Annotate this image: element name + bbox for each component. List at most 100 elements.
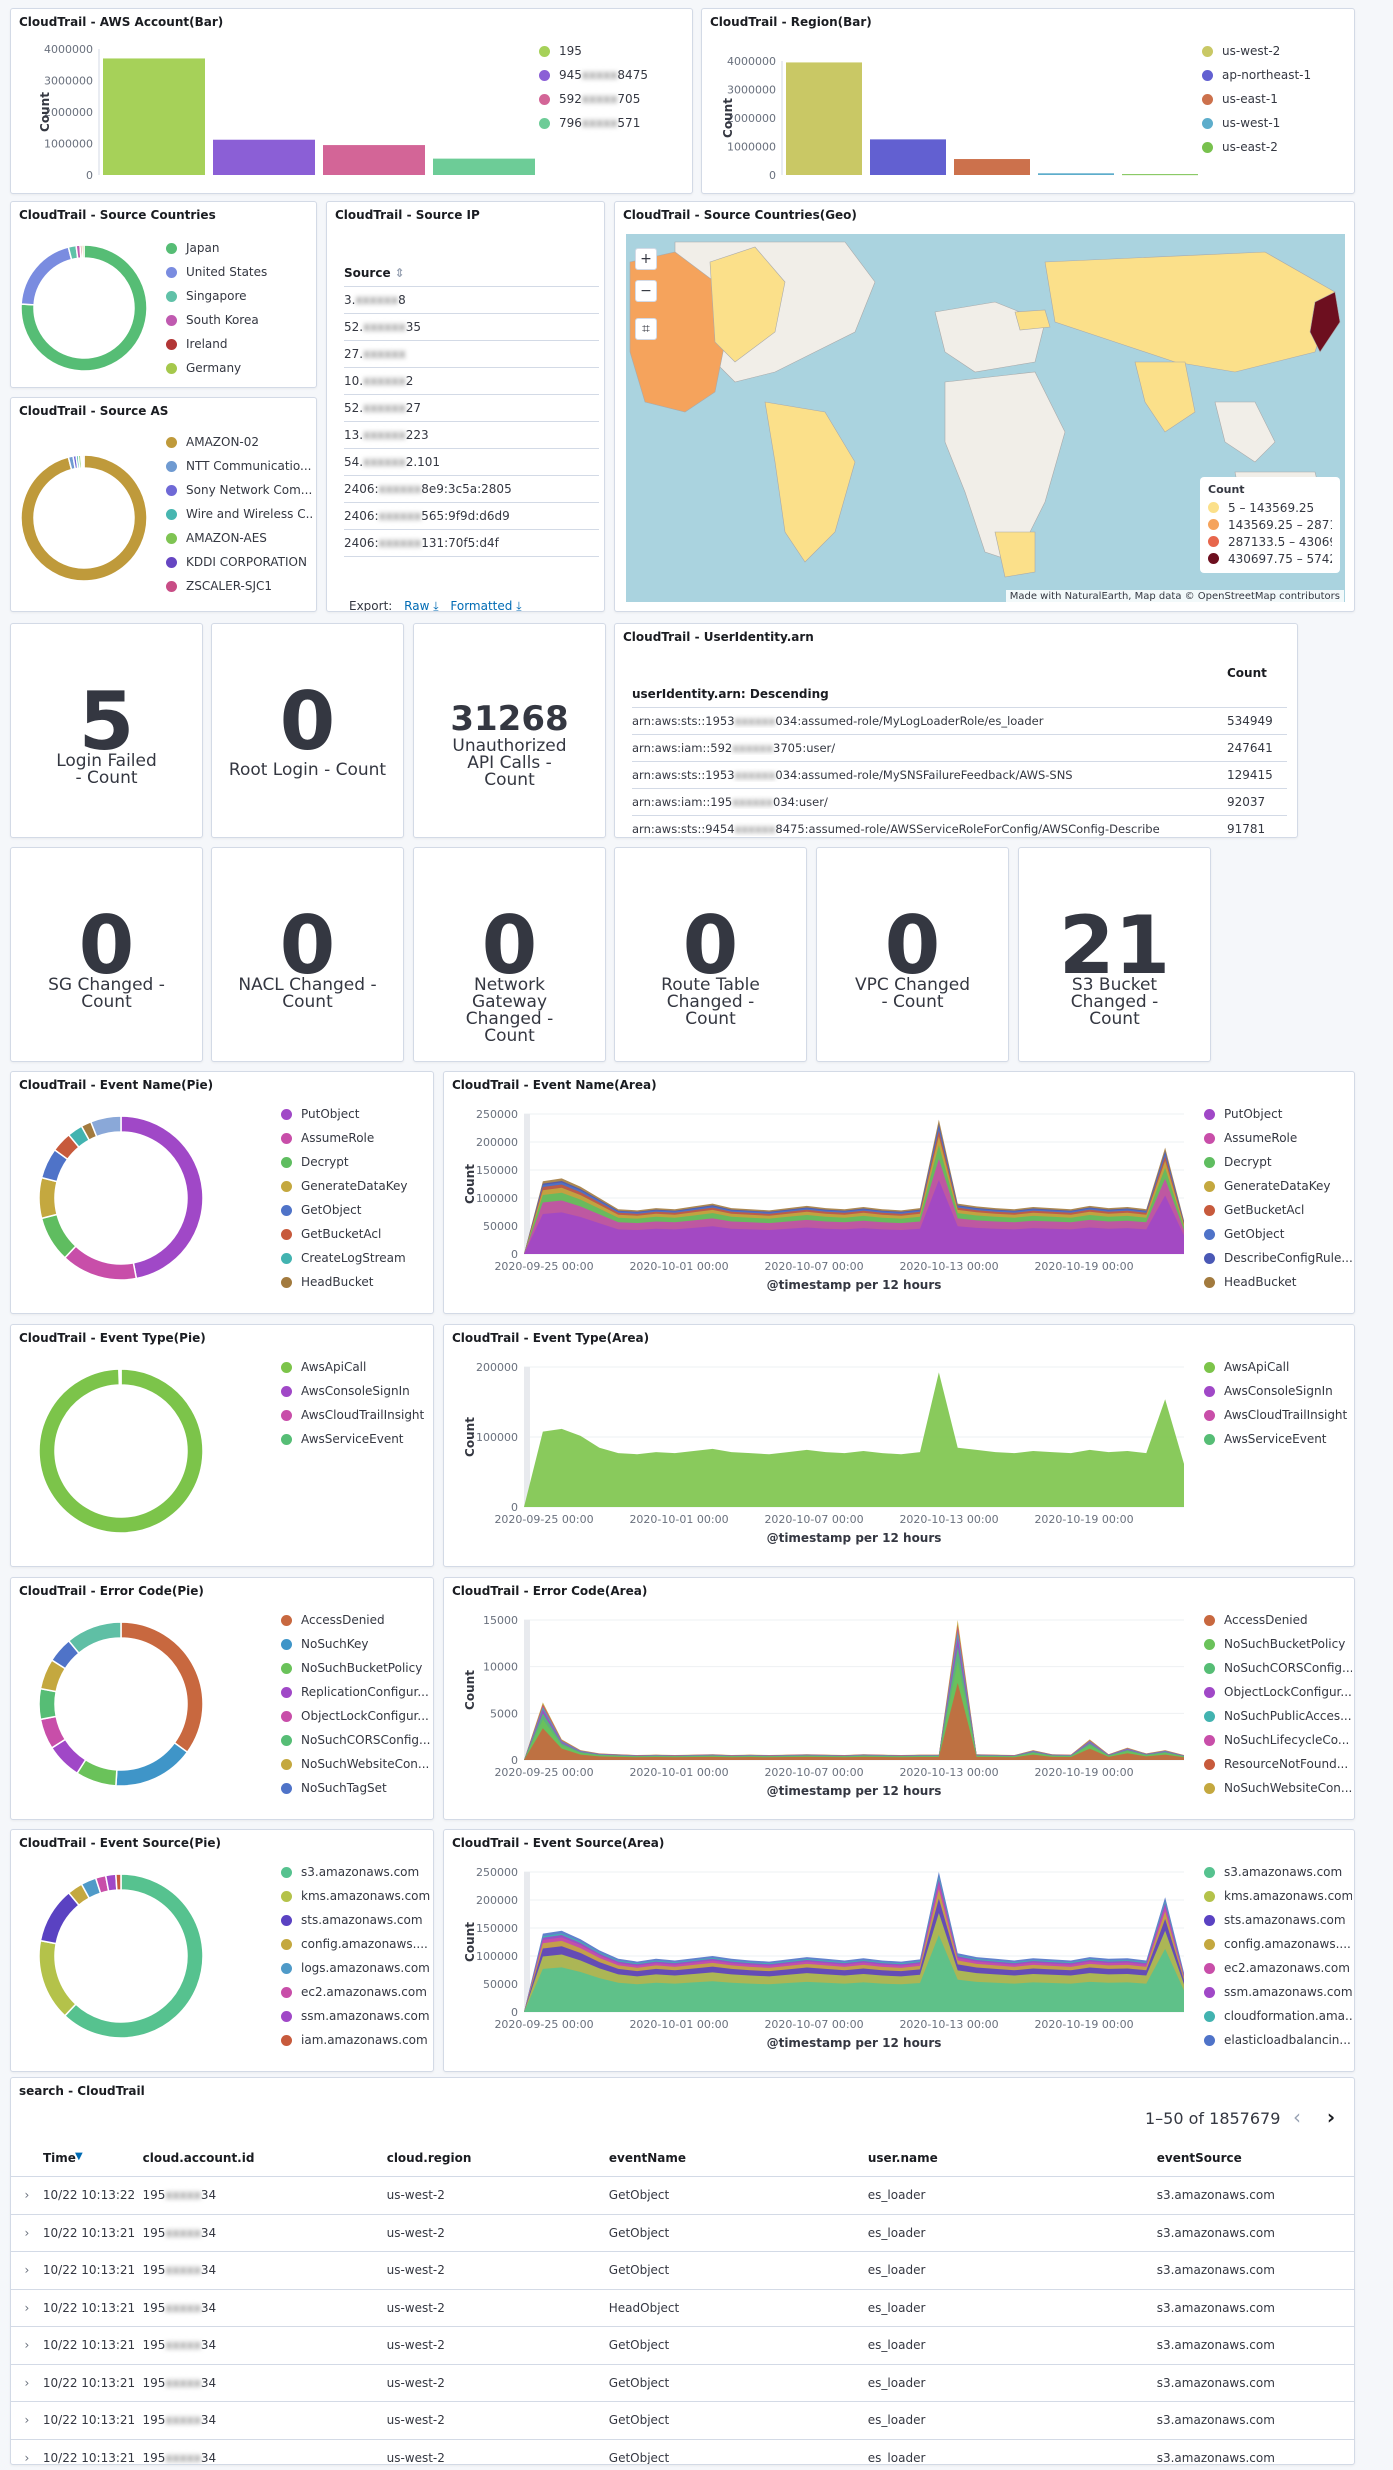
legend-item[interactable]: GetObject (281, 1198, 431, 1222)
table-row[interactable]: 2406: xxxxxx 131:70f5:d4f (344, 530, 599, 557)
legend-item[interactable]: config.amazonaws.... (1204, 1932, 1352, 1956)
legend-item[interactable]: s3.amazonaws.com (281, 1860, 431, 1884)
legend-item[interactable]: GetObject (1204, 1222, 1352, 1246)
expand-row-icon[interactable]: › (24, 2263, 30, 2278)
legend-item[interactable]: 5 – 143569.25 (1208, 499, 1332, 516)
sort-desc-icon[interactable]: ▼ (75, 2151, 83, 2162)
legend-item[interactable]: us-east-2 (1202, 135, 1352, 159)
legend-item[interactable]: NoSuchCORSConfig... (281, 1728, 431, 1752)
zoom-out-button[interactable]: − (635, 280, 657, 302)
legend-item[interactable]: us-east-1 (1202, 87, 1352, 111)
legend-item[interactable]: KDDI CORPORATION (166, 550, 314, 574)
column-header[interactable]: Time (43, 2151, 76, 2165)
legend-item[interactable]: 287133.5 – 430697.75 (1208, 533, 1332, 550)
column-header[interactable]: user.name (867, 2151, 938, 2165)
column-header[interactable]: Source (344, 266, 391, 280)
expand-row-icon[interactable]: › (24, 2300, 30, 2315)
next-page-button[interactable]: › (1326, 2105, 1336, 2129)
table-row[interactable]: 27. xxxxxx (344, 341, 599, 368)
legend-item[interactable]: NoSuchTagSet (281, 1776, 431, 1800)
column-header[interactable]: cloud.account.id (142, 2151, 255, 2165)
legend-item[interactable]: AwsCloudTrailInsight (1204, 1403, 1352, 1427)
table-row[interactable]: 2406: xxxxxx 8e9:3c5a:2805 (344, 476, 599, 503)
legend-item[interactable]: ZSCALER-SJC1 (166, 574, 314, 598)
legend-item[interactable]: Wire and Wireless C... (166, 502, 314, 526)
legend-item[interactable]: GenerateDataKey (281, 1174, 431, 1198)
legend-item[interactable]: AwsConsoleSignIn (281, 1379, 431, 1403)
legend-item[interactable]: NoSuchPublicAcces... (1204, 1704, 1352, 1728)
legend-item[interactable]: NoSuchBucketPolicy (281, 1656, 431, 1680)
legend-item[interactable]: GenerateDataKey (1204, 1174, 1352, 1198)
legend-item[interactable]: 430697.75 – 574262 (1208, 550, 1332, 567)
table-row[interactable]: › 10/22 10:13:21 195xxxxx34 us-west-2 GetObj… (11, 2327, 1354, 2365)
table-row[interactable]: arn:aws:sts::1953xxxxxx034:assumed-role/… (632, 708, 1287, 735)
column-header[interactable]: cloud.region (386, 2151, 472, 2165)
column-header[interactable]: eventSource (1156, 2151, 1242, 2165)
table-row[interactable]: arn:aws:iam::592xxxxxx3705:user/247641 (632, 735, 1287, 762)
table-row[interactable]: › 10/22 10:13:21 195xxxxx34 us-west-2 GetObj… (11, 2215, 1354, 2252)
legend-item[interactable]: DescribeConfigRule... (1204, 1246, 1352, 1270)
legend-item[interactable]: Ireland (166, 332, 314, 356)
legend-item[interactable]: NoSuchCORSConfig... (1204, 1656, 1352, 1680)
legend-item[interactable]: NoSuchKey (281, 1632, 431, 1656)
legend-item[interactable]: 796 xxxxx 571 (539, 111, 689, 135)
legend-item[interactable]: NTT Communicatio... (166, 454, 314, 478)
legend-item[interactable]: NoSuchWebsiteCon... (281, 1752, 431, 1776)
table-row[interactable]: › 10/22 10:13:22 195xxxxx34 us-west-2 GetObj… (11, 2177, 1354, 2215)
expand-row-icon[interactable]: › (24, 2188, 30, 2203)
legend-item[interactable]: Decrypt (281, 1150, 431, 1174)
legend-item[interactable]: elasticloadbalancin... (1204, 2028, 1352, 2052)
legend-item[interactable]: NoSuchWebsiteCon... (1204, 1776, 1352, 1800)
legend-item[interactable]: AwsServiceEvent (1204, 1427, 1352, 1451)
legend-item[interactable]: GetBucketAcl (281, 1222, 431, 1246)
table-row[interactable]: › 10/22 10:13:21 195xxxxx34 us-west-2 GetObj… (11, 2402, 1354, 2440)
legend-item[interactable]: NoSuchBucketPolicy (1204, 1632, 1352, 1656)
legend-item[interactable]: Germany (166, 356, 314, 380)
legend-item[interactable]: config.amazonaws.... (281, 1932, 431, 1956)
legend-item[interactable]: ReplicationConfigur... (281, 1680, 431, 1704)
legend-item[interactable]: CreateLogStream (281, 1246, 431, 1270)
legend-item[interactable]: PutObject (1204, 1102, 1352, 1126)
expand-row-icon[interactable]: › (24, 2375, 30, 2390)
legend-item[interactable]: logs.amazonaws.com (281, 1956, 431, 1980)
table-header[interactable]: Source ⇕ (344, 260, 599, 287)
legend-item[interactable]: Decrypt (1204, 1150, 1352, 1174)
legend-item[interactable]: 592 xxxxx 705 (539, 87, 689, 111)
legend-item[interactable]: AccessDenied (1204, 1608, 1352, 1632)
legend-item[interactable]: ObjectLockConfigur... (281, 1704, 431, 1728)
legend-item[interactable]: ap-northeast-1 (1202, 63, 1352, 87)
legend-item[interactable]: HeadBucket (1204, 1270, 1352, 1294)
legend-item[interactable]: GetBucketAcl (1204, 1198, 1352, 1222)
legend-item[interactable]: AwsApiCall (281, 1355, 431, 1379)
legend-item[interactable]: PutObject (281, 1102, 431, 1126)
table-row[interactable]: 13. xxxxxx 223 (344, 422, 599, 449)
legend-item[interactable]: Japan (166, 236, 314, 260)
legend-item[interactable]: ec2.amazonaws.com (1204, 1956, 1352, 1980)
table-row[interactable]: 2406: xxxxxx 565:9f9d:d6d9 (344, 503, 599, 530)
table-row[interactable]: 52. xxxxxx 35 (344, 314, 599, 341)
expand-row-icon[interactable]: › (24, 2225, 30, 2240)
legend-item[interactable]: ObjectLockConfigur... (1204, 1680, 1352, 1704)
table-header[interactable]: userIdentity.arn: Descending Count (632, 664, 1287, 708)
crop-icon[interactable]: ⌗ (635, 318, 657, 340)
legend-item[interactable]: cloudformation.ama... (1204, 2004, 1352, 2028)
legend-item[interactable]: AwsApiCall (1204, 1355, 1352, 1379)
legend-item[interactable]: 195 (539, 39, 689, 63)
legend-item[interactable]: AwsCloudTrailInsight (281, 1403, 431, 1427)
export-raw-link[interactable]: Raw ⤓ (404, 599, 438, 611)
legend-item[interactable]: ssm.amazonaws.com (1204, 1980, 1352, 2004)
table-row[interactable]: 52. xxxxxx 27 (344, 395, 599, 422)
legend-item[interactable]: ec2.amazonaws.com (281, 1980, 431, 2004)
table-row[interactable]: › 10/22 10:13:21 195xxxxx34 us-west-2 HeadOb… (11, 2290, 1354, 2327)
legend-item[interactable]: AMAZON-AES (166, 526, 314, 550)
legend-item[interactable]: South Korea (166, 308, 314, 332)
legend-item[interactable]: AwsServiceEvent (281, 1427, 431, 1451)
legend-item[interactable]: Singapore (166, 284, 314, 308)
table-row[interactable]: arn:aws:sts::9454xxxxxx8475:assumed-role… (632, 816, 1287, 837)
legend-item[interactable]: kms.amazonaws.com (281, 1884, 431, 1908)
legend-item[interactable]: AssumeRole (281, 1126, 431, 1150)
export-formatted-link[interactable]: Formatted ⤓ (450, 599, 521, 611)
table-row[interactable]: arn:aws:iam::195xxxxxx034:user/92037 (632, 789, 1287, 816)
legend-item[interactable]: AssumeRole (1204, 1126, 1352, 1150)
legend-item[interactable]: us-west-1 (1202, 111, 1352, 135)
